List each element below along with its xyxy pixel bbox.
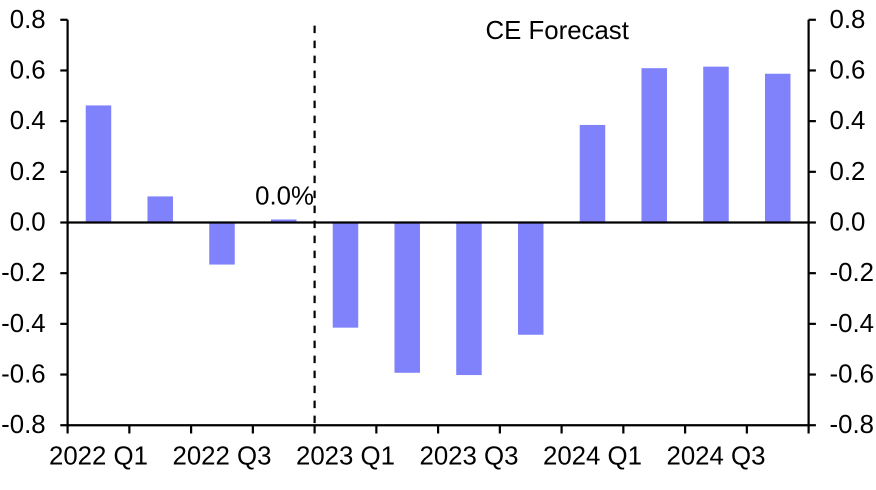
svg-text:CE Forecast: CE Forecast — [486, 17, 629, 45]
svg-text:2022 Q1: 2022 Q1 — [49, 443, 148, 471]
svg-text:2023 Q1: 2023 Q1 — [296, 443, 395, 471]
svg-text:-0.2: -0.2 — [830, 259, 874, 287]
svg-text:0.8: 0.8 — [830, 6, 866, 34]
svg-text:-0.6: -0.6 — [830, 361, 874, 389]
svg-text:-0.4: -0.4 — [830, 310, 874, 338]
svg-text:-0.2: -0.2 — [1, 259, 45, 287]
svg-text:0.8: 0.8 — [10, 6, 46, 34]
svg-text:-0.6: -0.6 — [1, 361, 45, 389]
svg-text:0.6: 0.6 — [830, 56, 866, 84]
svg-text:2022 Q3: 2022 Q3 — [172, 443, 271, 471]
svg-text:-0.8: -0.8 — [1, 411, 45, 439]
svg-text:2023 Q3: 2023 Q3 — [419, 443, 518, 471]
svg-text:-0.4: -0.4 — [1, 310, 45, 338]
svg-text:0.2: 0.2 — [830, 158, 866, 186]
svg-text:0.4: 0.4 — [10, 107, 46, 135]
svg-text:0.2: 0.2 — [10, 158, 46, 186]
svg-text:0.6: 0.6 — [10, 56, 46, 84]
svg-text:2024 Q1: 2024 Q1 — [543, 443, 642, 471]
svg-text:2024 Q3: 2024 Q3 — [666, 443, 765, 471]
svg-text:-0.8: -0.8 — [830, 411, 874, 439]
svg-text:0.4: 0.4 — [830, 107, 866, 135]
svg-text:0.0: 0.0 — [830, 209, 866, 237]
svg-text:0.0: 0.0 — [10, 209, 46, 237]
svg-text:0.0%: 0.0% — [255, 183, 314, 211]
